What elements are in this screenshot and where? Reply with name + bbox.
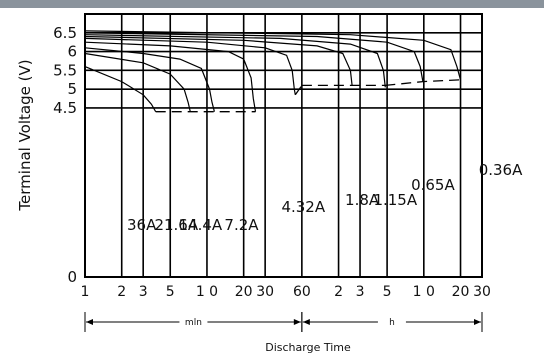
y-tick-label: 6.5: [53, 24, 77, 42]
y-axis-label: Terminal Voltage (V): [16, 59, 34, 211]
range-label: mln: [185, 318, 202, 328]
series-label: 1.8A: [345, 191, 380, 209]
curve-36A: [84, 66, 157, 112]
range-arrowhead: [86, 319, 93, 325]
range-arrowhead: [474, 319, 481, 325]
series-label: 4.32A: [281, 198, 325, 216]
range-label: h: [389, 318, 395, 328]
curve-1.15A: [84, 34, 386, 88]
y-tick-label: 5.5: [53, 61, 77, 79]
x-tick-label: 30: [256, 284, 274, 300]
x-axis-label: Discharge Time: [265, 341, 351, 353]
x-tick-label: 3: [139, 284, 148, 300]
y-tick-label: 6: [67, 43, 77, 61]
x-tick-label: 1 0: [413, 284, 435, 300]
x-tick-label: 60: [293, 284, 311, 300]
curve-0.36A: [84, 30, 462, 80]
y-tick-labels: 0 4.555.566.5: [53, 24, 77, 286]
range-arrowhead: [293, 319, 301, 325]
y-tick-label: 4.5: [53, 99, 77, 117]
x-tick-label: 1 0: [196, 284, 218, 300]
range-arrowhead: [302, 319, 310, 325]
cutoff-dashes: [155, 79, 461, 113]
series-label: 14.4A: [179, 216, 223, 234]
x-tick-label: 5: [166, 284, 175, 300]
x-tick-label: 20: [452, 284, 470, 300]
cutoff-line: [385, 79, 461, 87]
x-tick-label: 1: [81, 284, 90, 300]
plot-curves: [84, 30, 462, 112]
x-tick-label: 20: [235, 284, 253, 300]
series-label: 1.15A: [373, 191, 417, 209]
cutoff-line: [294, 85, 303, 96]
curve-0.65A: [84, 32, 424, 82]
series-label: 21.6A: [154, 216, 198, 234]
plot-grid: [84, 13, 483, 278]
series-label: 36A: [127, 216, 157, 234]
x-tick-label: 2: [334, 284, 343, 300]
curve-14.4A: [84, 47, 215, 112]
y-tick-label: 5: [67, 80, 77, 98]
x-tick-label: 5: [383, 284, 392, 300]
time-ranges: mln h: [84, 312, 483, 332]
header-bar: [0, 0, 544, 8]
plot-frame: [84, 13, 483, 278]
curve-21.6A: [84, 52, 191, 112]
x-tick-label: 3: [356, 284, 365, 300]
x-tick-label: 2: [117, 284, 126, 300]
x-tick-label: 30: [473, 284, 491, 300]
curve-1.8A: [84, 35, 353, 86]
series-label: 0.36A: [479, 161, 523, 179]
curve-7.2A: [84, 41, 257, 112]
series-label: 0.65A: [411, 176, 455, 194]
curve-4.32A: [84, 37, 296, 95]
series-label: 7.2A: [224, 216, 259, 234]
y-tick-label: 0: [67, 268, 77, 286]
